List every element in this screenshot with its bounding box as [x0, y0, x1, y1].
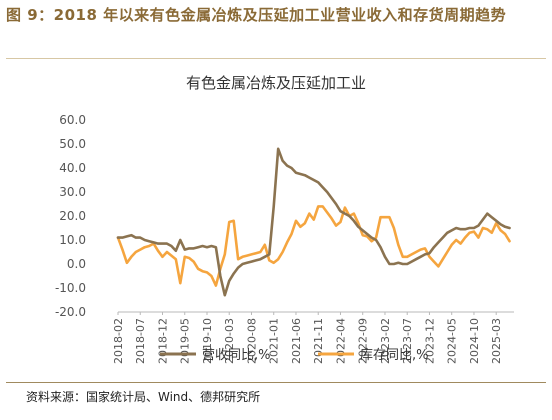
y-tick-label: -20.0	[55, 305, 86, 319]
y-tick-label: 60.0	[59, 113, 86, 127]
y-tick-label: 0.0	[67, 257, 86, 271]
x-tick-label: 2019-05	[179, 318, 192, 364]
x-tick-label: 2022-09	[357, 318, 370, 364]
x-tick-label: 2024-10	[468, 318, 481, 364]
x-tick-label: 2021-01	[268, 318, 281, 364]
y-tick-label: 10.0	[59, 233, 86, 247]
x-tick-label: 2021-06	[290, 318, 303, 364]
x-tick-label: 2018-02	[112, 318, 125, 364]
x-tick-label: 2022-04	[334, 318, 347, 364]
x-tick-label: 2020-03	[223, 318, 236, 364]
plot-lines	[116, 147, 511, 297]
x-tick-label: 2020-08	[245, 318, 258, 364]
y-tick-label: 30.0	[59, 185, 86, 199]
legend-label-revenue: 营收同比,%	[202, 348, 271, 363]
y-axis: 60.0 50.0 40.0 30.0 20.0 10.0 0.0 -10.0 -20.0	[55, 113, 86, 319]
x-tick-label: 2021-11	[312, 318, 325, 364]
x-tick-label: 2024-05	[446, 318, 459, 364]
chart: 有色金属冶炼及压延加工业 60.0 50.0 40.0 30.0 20.0 10.0 0.0…	[55, 74, 514, 364]
y-tick-label: 20.0	[59, 209, 86, 223]
x-tick-label: 2018-07	[134, 318, 147, 364]
x-tick-label: 2023-07	[401, 318, 414, 364]
legend: 营收同比,% 库存同比,%	[160, 347, 429, 363]
y-tick-label: -10.0	[55, 281, 86, 295]
source-note: 资料来源：国家统计局、Wind、德邦研究所	[26, 390, 261, 404]
x-tick-label: 2018-12	[156, 318, 169, 364]
y-tick-label: 50.0	[59, 137, 86, 151]
y-tick-label: 40.0	[59, 161, 86, 175]
source-divider	[6, 382, 546, 383]
x-tick-label: 2023-02	[379, 318, 392, 364]
chart-container: 有色金属冶炼及压延加工业 60.0 50.0 40.0 30.0 20.0 10.0 0.0…	[0, 60, 552, 380]
x-axis: 2018-02 2018-07 2018-12 2019-05 2019-10 2020-…	[112, 311, 514, 364]
x-tick-label: 2025-03	[490, 318, 503, 364]
title-divider	[6, 58, 546, 59]
legend-label-inventory: 库存同比,%	[360, 347, 429, 363]
series-line-inventory	[116, 205, 511, 287]
chart-title: 有色金属冶炼及压延加工业	[186, 74, 366, 92]
series-line-revenue	[116, 147, 511, 297]
figure-title: 图 9：2018 年以来有色金属冶炼及压延加工业营业收入和存货周期趋势	[6, 6, 507, 24]
x-tick-label: 2019-10	[201, 318, 214, 364]
x-tick-label: 2023-12	[423, 318, 436, 364]
